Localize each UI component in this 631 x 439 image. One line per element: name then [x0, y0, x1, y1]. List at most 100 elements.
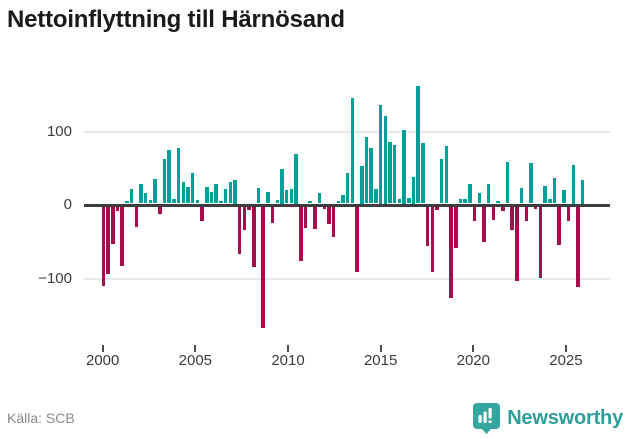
bar — [562, 190, 566, 204]
x-axis-label: 2000 — [86, 352, 120, 369]
bar — [200, 206, 204, 221]
bar — [510, 206, 514, 230]
bar — [392, 144, 397, 204]
bar — [482, 206, 486, 242]
bar — [280, 169, 284, 204]
x-axis-tick — [194, 345, 197, 352]
chart-title: Nettoinflyttning till Härnösand — [7, 6, 345, 33]
x-axis-label: 2005 — [178, 352, 213, 369]
bar — [580, 180, 585, 204]
x-axis-label: 2025 — [549, 352, 583, 369]
bar — [129, 188, 134, 204]
y-axis-label: 0 — [63, 196, 72, 213]
bar — [458, 199, 463, 204]
bar — [360, 166, 364, 204]
bar — [397, 199, 402, 204]
bar — [491, 206, 496, 220]
bar — [275, 199, 279, 204]
x-axis-label: 2020 — [456, 352, 490, 369]
bar — [421, 143, 425, 204]
bar — [111, 206, 115, 244]
bar — [524, 206, 528, 222]
bar — [552, 177, 557, 204]
bar — [252, 206, 256, 267]
bar — [416, 85, 420, 204]
bar — [125, 200, 129, 204]
bar — [181, 182, 185, 204]
y-gridline — [84, 277, 610, 280]
bar — [327, 206, 331, 225]
bar — [256, 188, 261, 204]
bar — [237, 206, 242, 254]
bar — [345, 173, 350, 204]
bar — [444, 146, 449, 204]
bar — [172, 199, 176, 204]
bar — [289, 188, 294, 204]
bar — [139, 184, 143, 204]
bar — [557, 206, 561, 245]
bar — [519, 188, 524, 204]
bar — [308, 200, 312, 204]
bar — [355, 206, 359, 272]
bar — [322, 206, 326, 210]
bar — [430, 206, 434, 272]
x-axis-tick — [472, 345, 475, 352]
x-axis-tick — [379, 345, 382, 352]
bar — [153, 179, 157, 204]
y-gridline — [84, 130, 610, 133]
bar — [158, 206, 162, 214]
bar — [247, 206, 251, 211]
newsworthy-badge-icon — [473, 403, 501, 434]
bar — [219, 200, 223, 204]
bar — [505, 161, 510, 204]
bar — [364, 137, 369, 204]
bar — [374, 188, 378, 204]
bar — [261, 206, 265, 328]
bar — [186, 187, 190, 204]
bar — [454, 206, 458, 248]
bar — [143, 193, 148, 204]
bar — [472, 206, 477, 221]
bar — [223, 188, 228, 204]
bar — [425, 206, 430, 247]
bar — [548, 199, 552, 204]
bar — [449, 206, 453, 298]
x-axis-tick — [564, 345, 567, 352]
bar — [228, 182, 232, 204]
bar — [162, 158, 167, 204]
y-axis-label: −100 — [38, 269, 72, 287]
bar — [576, 206, 580, 288]
bar — [378, 105, 383, 204]
bar — [383, 116, 387, 204]
bar — [284, 190, 289, 204]
bar — [566, 206, 571, 222]
bar — [120, 206, 124, 266]
bar — [571, 164, 575, 204]
bar — [411, 177, 416, 204]
bar — [148, 199, 153, 204]
x-axis-tick — [287, 345, 289, 352]
x-axis-tick — [101, 345, 104, 352]
bar — [106, 206, 110, 275]
bar — [477, 193, 481, 204]
bar — [341, 195, 345, 204]
bar — [205, 187, 209, 204]
bar — [313, 206, 317, 229]
bar — [533, 206, 538, 210]
bar — [266, 191, 270, 204]
x-axis-line — [84, 203, 610, 207]
bar — [209, 191, 214, 204]
bar — [101, 206, 106, 286]
x-axis-label: 2015 — [363, 352, 398, 369]
bar — [538, 206, 543, 278]
bar — [350, 97, 355, 204]
bar — [233, 180, 237, 204]
bar — [463, 199, 467, 204]
bar — [439, 159, 444, 204]
bar — [336, 200, 341, 204]
y-axis-label: 100 — [46, 122, 72, 140]
newsworthy-brand: Newsworthy — [473, 403, 623, 434]
bar — [435, 206, 439, 211]
bar — [468, 183, 472, 204]
